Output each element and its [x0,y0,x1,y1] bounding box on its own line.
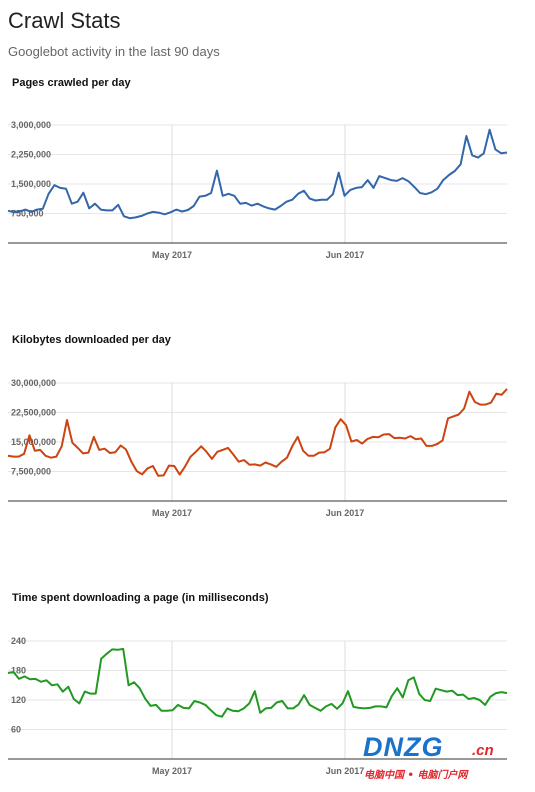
kilobytes-x-tick-label: Jun 2017 [326,508,365,518]
time-series-line [7,647,508,718]
watermark-suffix: .cn [472,742,494,759]
time-y-tick-label: 180 [11,666,26,676]
pages-crawled-chart: 3,000,000 2,250,000 1,500,000 750,000 May 20… [7,120,508,260]
kilobytes-y-tick-label: 7,500,000 [11,467,51,477]
pages-y-tick-label: 1,500,000 [11,179,51,189]
kilobytes-y-tick-label: 22,500,000 [11,408,56,418]
pages-series-line [7,128,508,220]
kilobytes-x-tick-label: May 2017 [152,508,192,518]
pages-crawled-title: Pages crawled per day [12,77,131,89]
kilobytes-y-tick-label: 30,000,000 [11,378,56,388]
page-title: Crawl Stats [8,8,121,33]
time-y-tick-label: 120 [11,695,26,705]
page-subtitle: Googlebot activity in the last 90 days [8,44,220,59]
pages-x-tick-label: Jun 2017 [326,250,365,260]
time-y-tick-label: 240 [11,636,26,646]
time-spent-title: Time spent downloading a page (in millis… [12,592,269,604]
time-spent-chart: 240 180 120 60 May 2017 Jun 2017 [7,636,508,776]
time-y-tick-label: 60 [11,725,21,735]
pages-y-tick-label: 2,250,000 [11,150,51,160]
watermark-logo: DNZG [363,732,444,762]
kilobytes-series-line [7,388,508,477]
time-x-tick-label: Jun 2017 [326,766,365,776]
watermark-tagline: 电脑中国 • 电脑门户网 [364,770,468,781]
pages-y-tick-label: 3,000,000 [11,120,51,130]
kilobytes-downloaded-title: Kilobytes downloaded per day [12,334,171,346]
pages-x-tick-label: May 2017 [152,250,192,260]
time-x-tick-label: May 2017 [152,766,192,776]
kilobytes-downloaded-chart: 30,000,000 22,500,000 15,000,000 7,500,000 M… [7,378,508,518]
pages-y-tick-label: 750,000 [11,209,44,219]
kilobytes-y-tick-label: 15,000,000 [11,437,56,447]
